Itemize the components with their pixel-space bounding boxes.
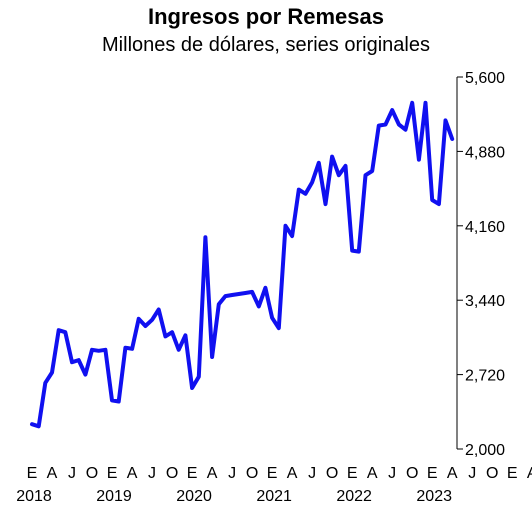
y-tick-label: 4,160 — [465, 219, 505, 236]
x-year-label: 2019 — [96, 488, 132, 505]
series-line-remesas — [30, 100, 455, 429]
x-month-label: O — [326, 465, 338, 482]
x-month-label: J — [308, 465, 316, 482]
x-month-label: E — [107, 465, 118, 482]
x-month-label: J — [68, 465, 76, 482]
x-month-label: E — [187, 465, 198, 482]
x-month-label: E — [507, 465, 518, 482]
x-month-label: E — [267, 465, 278, 482]
x-year-label: 2020 — [176, 488, 212, 505]
y-tick-label: 3,440 — [465, 293, 505, 310]
x-month-label: O — [486, 465, 498, 482]
x-year-label: 2022 — [336, 488, 372, 505]
x-year-label: 2023 — [416, 488, 452, 505]
x-month-label: J — [148, 465, 156, 482]
y-tick-label: 4,880 — [465, 144, 505, 161]
x-month-label: E — [27, 465, 38, 482]
x-month-label: A — [47, 465, 58, 482]
x-month-label: A — [527, 465, 532, 482]
chart-title: Ingresos por Remesas — [148, 4, 384, 29]
y-tick-label: 5,600 — [465, 70, 505, 87]
y-tick-label: 2,720 — [465, 368, 505, 385]
chart-subtitle: Millones de dólares, series originales — [102, 34, 430, 56]
x-month-label: A — [287, 465, 298, 482]
x-month-label: O — [246, 465, 258, 482]
x-month-label: A — [367, 465, 378, 482]
x-month-label: E — [427, 465, 438, 482]
x-month-label: O — [406, 465, 418, 482]
y-tick-label: 2,000 — [465, 442, 505, 459]
x-month-label: A — [127, 465, 138, 482]
x-month-label: O — [86, 465, 98, 482]
x-month-label: E — [347, 465, 358, 482]
x-month-label: A — [207, 465, 218, 482]
x-month-label: J — [228, 465, 236, 482]
x-year-label: 2018 — [16, 488, 52, 505]
x-month-label: A — [447, 465, 458, 482]
x-month-label: J — [468, 465, 476, 482]
x-month-label: J — [388, 465, 396, 482]
x-month-label: O — [166, 465, 178, 482]
x-year-label: 2021 — [256, 488, 292, 505]
